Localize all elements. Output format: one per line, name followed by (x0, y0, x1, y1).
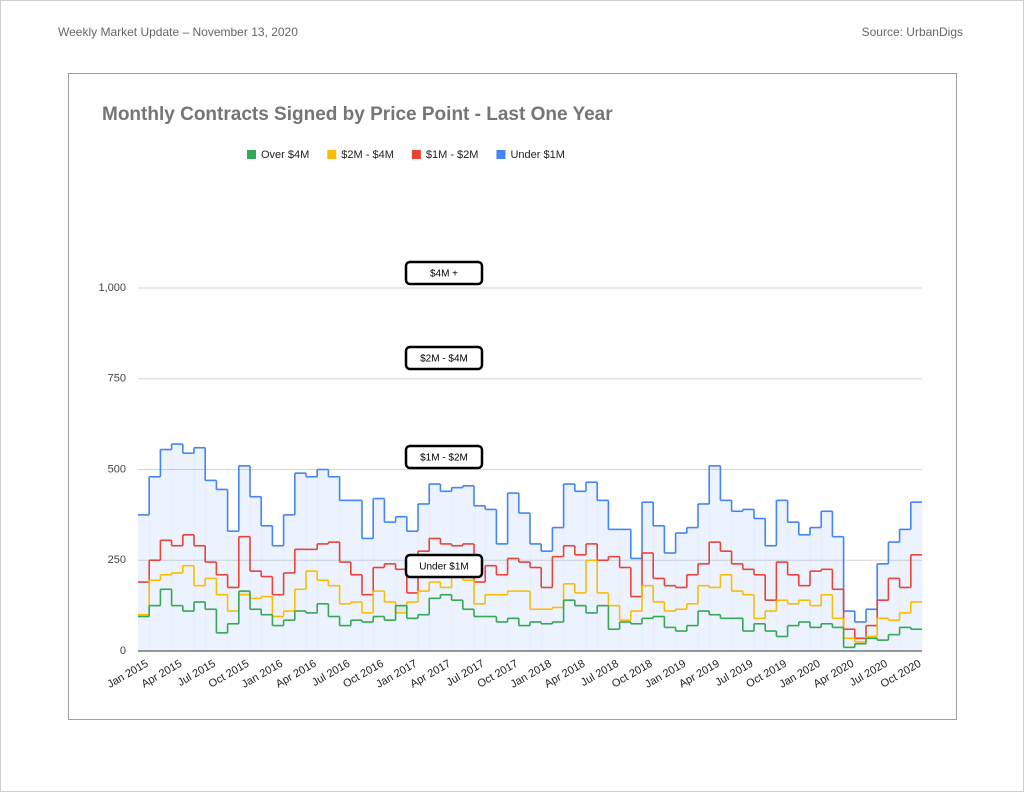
area-segment (149, 476, 161, 651)
area-segment (406, 531, 419, 651)
area-segment (171, 444, 184, 651)
area-segment (395, 516, 408, 651)
area-segment (350, 500, 363, 651)
area-segment (138, 514, 150, 651)
legend-label: $2M - $4M (341, 149, 394, 161)
area-segment (821, 511, 833, 651)
area-segment (216, 489, 228, 651)
area-segment (709, 465, 721, 651)
area-segment (317, 469, 329, 651)
area-segment (765, 545, 777, 651)
y-tick-label: 1,000 (98, 282, 126, 294)
area-segment (530, 543, 542, 651)
area-segment (485, 509, 497, 651)
area-segment (810, 527, 822, 651)
annotation-box (404, 553, 484, 579)
annotation-box (404, 260, 484, 286)
chart-frame (68, 73, 957, 720)
area-segment (496, 543, 508, 651)
area-segment (205, 480, 217, 651)
area-segment (328, 476, 340, 651)
area-segment (574, 491, 587, 651)
area-segment (776, 500, 788, 651)
area-segment (586, 482, 598, 651)
area-segment (339, 500, 352, 651)
annotation-label: $4M + (430, 269, 458, 280)
area-segment (832, 536, 844, 651)
legend-label: $1M - $2M (426, 149, 479, 161)
legend-label: Under $1M (510, 149, 564, 161)
y-tick-label: 750 (108, 373, 126, 385)
area-segment (373, 498, 385, 651)
area-segment (250, 496, 262, 651)
area-segment (854, 621, 867, 651)
area-segment (877, 563, 889, 651)
y-tick-label: 250 (108, 554, 126, 566)
area-segment (899, 529, 912, 651)
area-segment (597, 500, 609, 651)
area-segment (238, 465, 251, 651)
area-segment (518, 513, 531, 651)
area-segment (395, 605, 408, 613)
area-segment (306, 476, 318, 651)
area-segment (843, 611, 856, 651)
area-segment (619, 529, 632, 651)
area-segment (238, 591, 251, 595)
area-segment (754, 518, 766, 651)
annotation-box (404, 444, 484, 470)
area-segment (731, 511, 744, 651)
legend-swatch (327, 150, 337, 159)
area-segment (541, 551, 553, 651)
area-segment (798, 534, 811, 651)
area-segment (272, 545, 284, 651)
legend-label: Over $4M (261, 149, 309, 161)
header-right: Source: UrbanDigs (861, 25, 963, 39)
legend-swatch (496, 150, 506, 159)
area-segment (384, 522, 396, 651)
area-segment (294, 473, 307, 651)
area-segment (642, 502, 654, 651)
legend-swatch (411, 150, 421, 159)
y-tick-label: 500 (108, 463, 126, 475)
area-segment (888, 542, 900, 651)
area-segment (563, 484, 576, 651)
area-segment (787, 522, 800, 651)
annotation-box (404, 345, 484, 371)
area-segment (698, 503, 710, 651)
area-segment (664, 552, 676, 651)
legend-swatch (247, 150, 256, 159)
area-segment (910, 502, 923, 651)
area-segment (160, 449, 172, 651)
area-segment (608, 529, 620, 651)
area-segment (552, 527, 564, 651)
area-segment (474, 505, 486, 651)
y-tick-label: 0 (120, 645, 126, 657)
area-segment (630, 558, 643, 651)
annotation-label: $2M - $4M (420, 354, 468, 365)
area-segment (653, 525, 665, 651)
header-left: Weekly Market Update – November 13, 2020 (58, 25, 298, 39)
chart-title: Monthly Contracts Signed by Price Point … (102, 104, 613, 125)
plot-area (138, 443, 923, 651)
area-segment (283, 514, 296, 651)
area-segment (720, 500, 732, 651)
area-segment (227, 531, 240, 651)
area-segment (261, 525, 273, 651)
area-segment (194, 447, 206, 651)
area-segment (686, 527, 699, 651)
area-segment (866, 609, 878, 651)
annotation-label: Under $1M (419, 562, 468, 573)
area-segment (507, 493, 520, 651)
area-segment (675, 533, 688, 651)
area-segment (182, 453, 195, 651)
area-segment (742, 509, 755, 651)
annotation-label: $1M - $2M (420, 453, 468, 464)
